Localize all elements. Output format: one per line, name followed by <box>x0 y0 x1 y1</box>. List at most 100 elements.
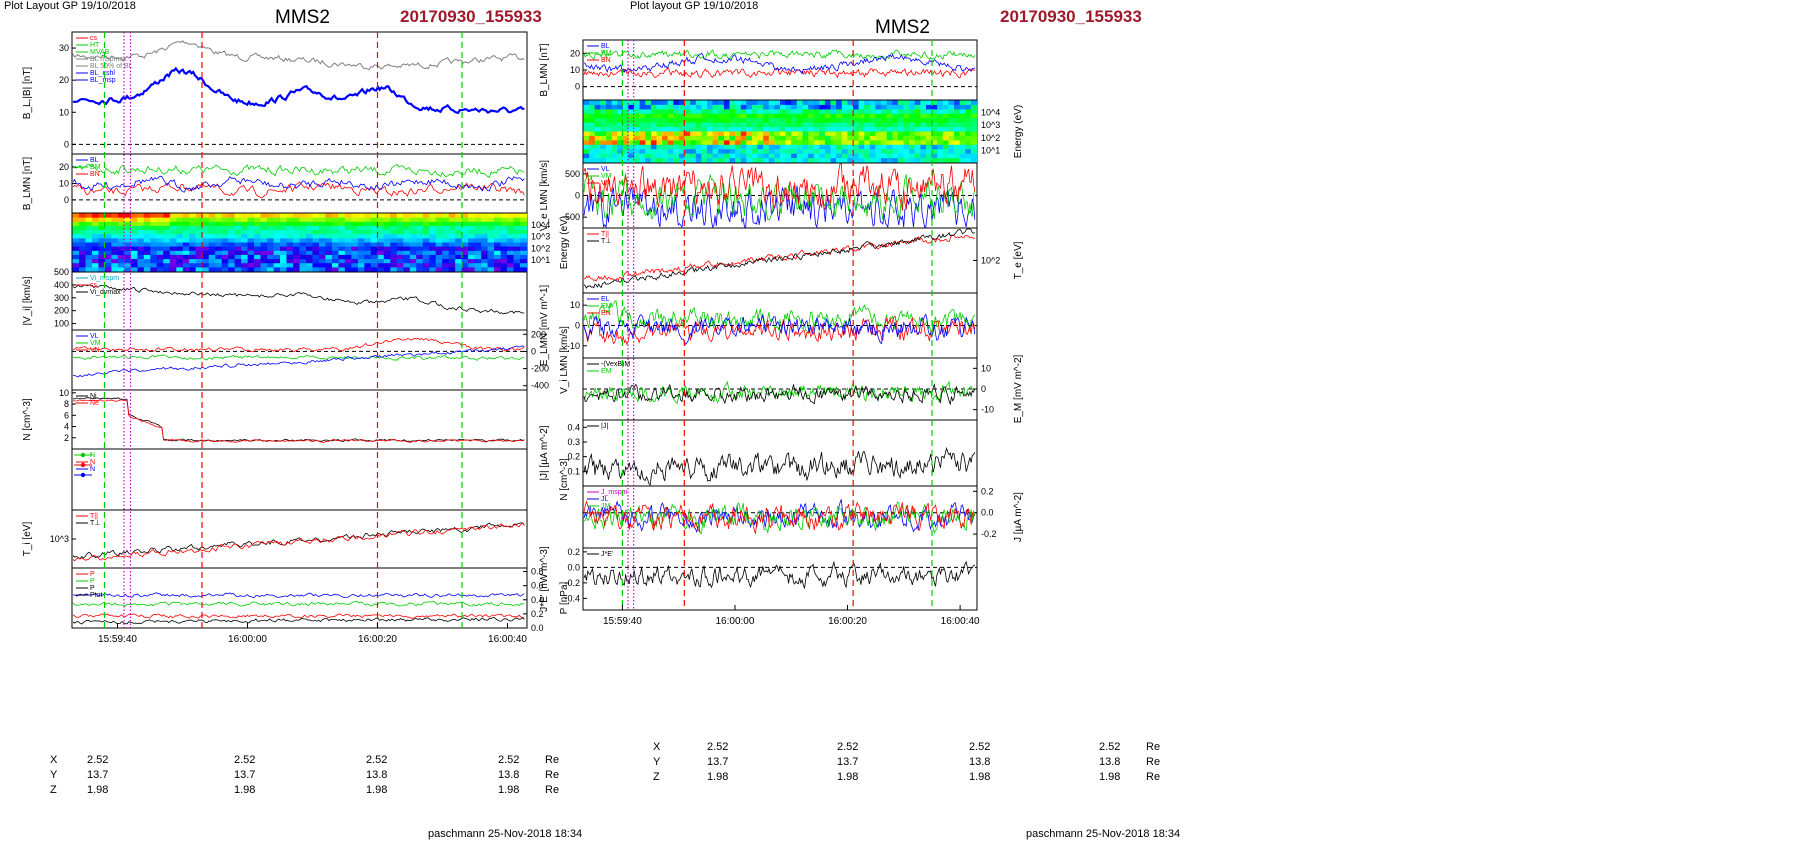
spectrogram-cell <box>383 225 391 231</box>
spectrogram-cell <box>176 234 184 239</box>
spectrogram-cell <box>455 259 463 264</box>
spectrogram-cell <box>79 267 87 273</box>
spectrogram-cell <box>808 135 815 141</box>
spectrogram-cell <box>234 213 242 219</box>
spectrogram-cell <box>267 238 275 244</box>
spectrogram-cell <box>886 140 893 146</box>
spectrogram-cell <box>701 144 708 150</box>
spectrogram-cell <box>182 242 190 248</box>
spectrogram-cell <box>841 127 848 133</box>
spectrogram-cell <box>215 259 223 264</box>
spectrogram-cell <box>656 118 663 124</box>
spectrogram-cell <box>286 221 294 227</box>
spectrogram-cell <box>673 104 680 110</box>
spectrogram-cell <box>254 250 262 256</box>
tick-label: -0.2 <box>564 578 580 588</box>
spectrogram-cell <box>435 225 443 231</box>
spectrogram-cell <box>390 259 398 264</box>
spectrogram-cell <box>909 104 916 110</box>
spectrogram-cell <box>189 217 197 223</box>
spectrogram-cell <box>429 267 437 273</box>
spectrogram-cell <box>937 158 944 164</box>
spectrogram-cell <box>163 254 171 260</box>
spectrogram-cell <box>416 234 424 239</box>
spectrogram-cell <box>600 144 607 150</box>
spectrogram-cell <box>920 135 927 141</box>
spectrogram-cell <box>892 153 899 159</box>
spectrogram-cell <box>494 238 502 244</box>
spectrogram-cell <box>487 254 495 260</box>
spectrogram-cell <box>403 230 411 235</box>
spectrogram-cell <box>390 246 398 252</box>
spectrogram-cell <box>897 140 905 146</box>
spectrogram-cell <box>690 100 697 106</box>
spectrogram-cell <box>606 100 613 106</box>
spectrogram-cell <box>690 104 697 110</box>
spectrogram-cell <box>763 109 770 115</box>
spectrogram-cell <box>903 131 910 137</box>
spectrogram-cell <box>886 113 893 119</box>
spectrogram-cell <box>273 221 281 227</box>
spectrogram-cell <box>948 113 955 119</box>
spectrogram-cell <box>448 230 456 235</box>
spectrogram-cell <box>914 144 921 150</box>
spectrogram-cell <box>634 135 641 141</box>
panel-frame <box>582 485 978 549</box>
spectrogram-cell <box>617 158 624 164</box>
spectrogram-cell <box>357 217 365 223</box>
spectrogram-cell <box>176 213 184 219</box>
spectrogram-cell <box>461 213 469 219</box>
spectrogram-cell <box>338 263 346 268</box>
spectrogram-cell <box>403 259 411 264</box>
tick-label: 20 <box>59 162 69 172</box>
spectrogram-cell <box>965 104 972 110</box>
spectrogram-cell <box>813 153 820 159</box>
spectrogram-cell <box>481 230 489 235</box>
spectrogram-cell <box>85 217 93 223</box>
spectrogram-cell <box>622 113 629 119</box>
spectrogram-cell <box>461 263 469 268</box>
spectrogram-cell <box>299 267 307 273</box>
spectrogram-cell <box>869 104 876 110</box>
spectrogram-cell <box>594 109 601 115</box>
spectrogram-cell <box>487 259 495 264</box>
spectrogram-cell <box>886 122 893 128</box>
spectrogram-cell <box>903 109 910 115</box>
ephemeris-unit: Re <box>545 784 560 796</box>
spectrogram-cell <box>589 140 596 146</box>
spectrogram-cell <box>507 221 515 227</box>
spectrogram-cell <box>589 153 596 159</box>
spectrogram-cell <box>931 149 938 155</box>
spectrogram-cell <box>785 100 792 106</box>
spectrogram-cell <box>357 230 365 235</box>
spectrogram-cell <box>690 118 697 124</box>
spectrogram-cell <box>819 131 826 137</box>
spectrogram-cell <box>926 153 933 159</box>
spectrogram-cell <box>383 267 391 273</box>
spectrogram-cell <box>785 104 792 110</box>
spectrogram-cell <box>306 250 314 256</box>
event-id-title-2: 20170930_155933 <box>1000 7 1142 26</box>
spectrogram-cell <box>673 109 680 115</box>
spectrogram-cell <box>819 127 826 133</box>
spectrogram-cell <box>286 242 294 248</box>
spectrogram-cell <box>98 221 106 227</box>
spectrogram-cell <box>690 122 697 128</box>
spectrogram-cell <box>208 230 216 235</box>
spectrogram-cell <box>712 135 719 141</box>
spectrogram-cell <box>628 135 635 141</box>
spectrogram-cell <box>306 246 314 252</box>
spectrogram-cell <box>215 230 223 235</box>
spectrogram-cell <box>494 230 502 235</box>
spectrogram-cell <box>909 153 916 159</box>
spectrogram-cell <box>448 263 456 268</box>
spectrogram-cell <box>474 246 482 252</box>
spectrogram-cell <box>520 250 528 256</box>
spectrogram-cell <box>617 127 624 133</box>
spectrogram-cell <box>344 238 352 244</box>
spectrogram-cell <box>937 118 944 124</box>
spectrogram-cell <box>937 149 944 155</box>
spectrogram-cell <box>254 225 262 231</box>
spectrogram-cell <box>909 140 916 146</box>
spectrogram-cell <box>729 118 736 124</box>
